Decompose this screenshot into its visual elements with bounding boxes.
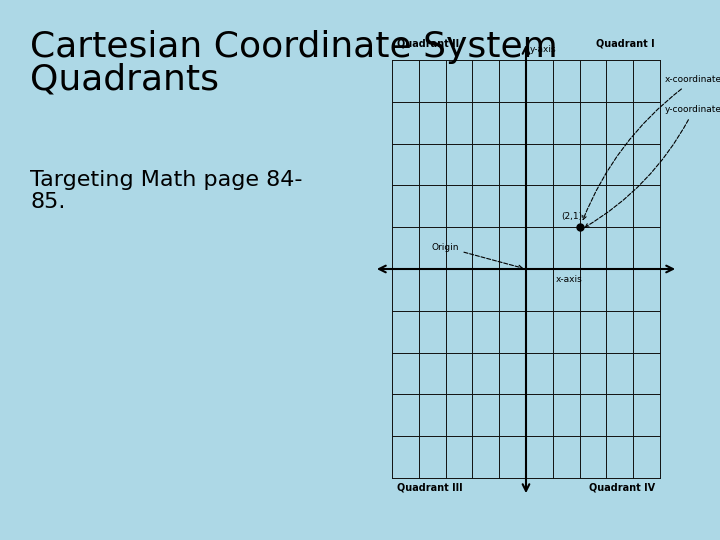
Text: Cartesian Coordinate System: Cartesian Coordinate System	[30, 30, 558, 64]
Text: Quadrant II: Quadrant II	[397, 38, 459, 48]
Text: x-coordinate: x-coordinate	[582, 76, 720, 219]
Text: y-coordinate: y-coordinate	[585, 105, 720, 227]
Text: Quadrant IV: Quadrant IV	[589, 483, 655, 493]
Text: Quadrants: Quadrants	[30, 62, 219, 96]
Text: x-axis: x-axis	[556, 275, 582, 284]
Text: Quadrant I: Quadrant I	[596, 38, 655, 48]
Text: (2,1): (2,1)	[561, 212, 582, 221]
Text: y-axis: y-axis	[530, 45, 557, 54]
Text: Targeting Math page 84-: Targeting Math page 84-	[30, 170, 302, 190]
Text: Quadrant III: Quadrant III	[397, 483, 463, 493]
Text: 85.: 85.	[30, 192, 66, 212]
Text: Origin: Origin	[431, 242, 522, 269]
